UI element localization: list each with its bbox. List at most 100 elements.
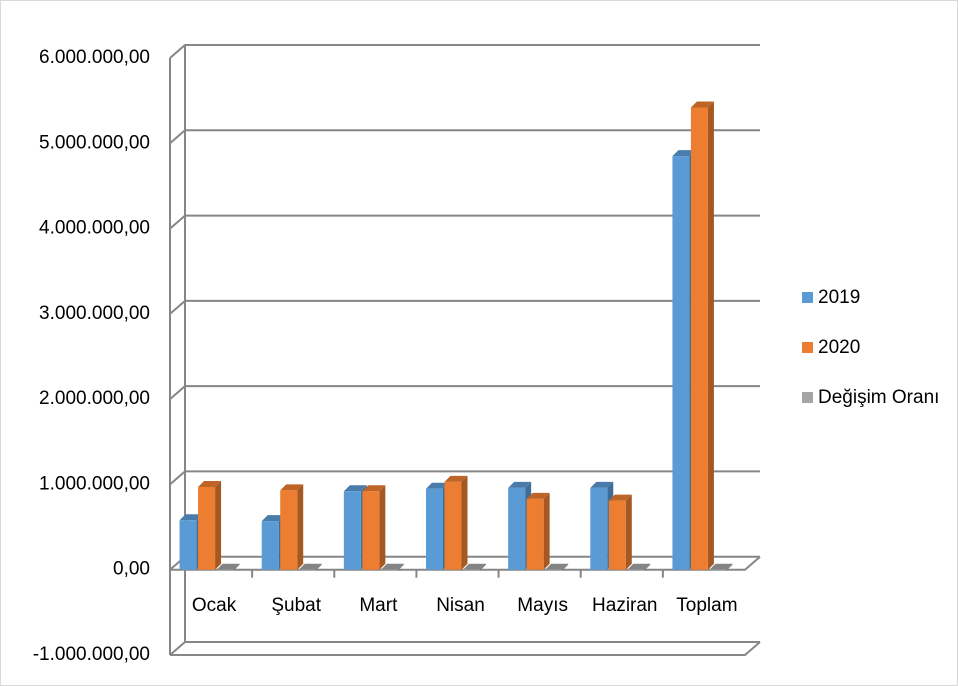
bar-face [627,569,645,571]
y-tick-label: 2.000.000,00 [39,388,150,409]
floor-edge [170,555,761,571]
bar-face [280,490,298,570]
bar [545,563,569,571]
grid-line [169,299,760,315]
x-tick-label: Haziran [592,595,657,616]
legend-label: 2019 [818,287,860,308]
x-tick-label: Toplam [676,595,737,616]
y-tick-label: 4.000.000,00 [39,218,150,239]
bar-face [508,487,526,570]
bar-face [463,563,486,570]
bar-face [426,482,449,489]
bar-face [480,563,486,571]
bar-face [380,563,404,570]
bar [280,484,304,570]
y-tick-label: 6.000.000,00 [39,47,150,68]
y-tick-label: 5.000.000,00 [39,132,150,153]
grid-line [169,44,760,59]
grid-line [169,385,760,400]
bar [298,563,322,571]
bar [380,563,404,571]
bar-face [444,475,468,482]
bar-face [380,569,398,571]
bar-face [179,520,197,570]
grid-line [169,214,760,230]
bar-face [545,563,569,570]
bar-face [672,150,696,157]
bar-face [463,569,480,571]
bar-face [379,485,386,570]
bar-face [562,563,569,571]
bar-face [261,521,279,570]
legend-swatch [802,342,813,353]
bar-face [707,101,714,570]
bar [690,101,714,570]
bar-face [672,156,690,570]
bar-face [709,563,733,570]
bar-face [343,491,361,570]
bar-face [627,563,651,570]
x-tick-label: Şubat [271,595,321,616]
bar-face [397,563,404,571]
x-tick-label: Nisan [436,595,485,616]
bar-face [590,487,608,570]
grid-line [169,470,760,486]
bar-face [233,563,240,571]
bar-face [343,485,367,492]
bar [463,563,486,571]
bar [362,485,386,570]
bar [444,475,468,570]
bar-face [508,481,532,488]
bar [709,563,733,571]
bar [627,563,651,571]
bar-face [690,107,708,570]
bar [608,494,632,570]
bar-face [362,491,380,570]
y-tick-label: 0,00 [113,559,150,580]
bar-face [444,481,462,570]
bar [216,563,240,571]
y-tick-label: 1.000.000,00 [39,473,150,494]
floor-edge [170,641,761,656]
grid-line [169,129,760,145]
bar-face [543,492,550,570]
bar-face [179,514,203,521]
bar-face [545,569,563,571]
legend-label: Değişim Oranı [818,387,939,408]
bar [198,480,222,570]
bar-face [216,569,234,571]
bar-face [644,563,651,571]
bar-face [198,480,222,487]
legend-label: 2020 [818,337,860,358]
bar-face [298,563,322,570]
grid-line [169,641,760,656]
y-tick-label: -1.000.000,00 [33,644,150,665]
bar-face [215,480,222,570]
bar-face [315,563,322,571]
bar-face [198,486,216,570]
bar-face [526,492,550,499]
bar-face [690,101,714,108]
bar-face [625,494,632,570]
bar-face [261,515,285,522]
bar-face [461,475,468,570]
bar-face [726,563,733,571]
bar-face [608,494,632,501]
bar-face [298,569,316,571]
bar-face [216,563,240,570]
legend-swatch [802,392,813,403]
bar-face [297,484,304,570]
bar-face [426,488,443,570]
y-tick-label: 3.000.000,00 [39,303,150,324]
bar-face [590,481,614,488]
bar-face [526,498,544,570]
x-tick-label: Mayıs [517,595,568,616]
bar-face [362,485,386,492]
bar-face [709,569,727,571]
bar [526,492,550,570]
bar-face [608,500,626,570]
bar-face [280,484,304,491]
x-tick-label: Mart [359,595,398,616]
